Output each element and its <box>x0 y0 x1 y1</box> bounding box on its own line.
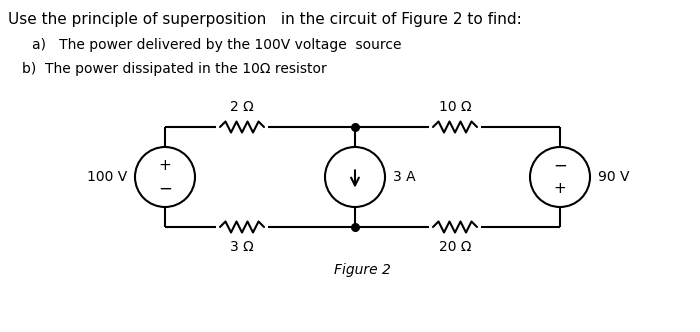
Text: 10 Ω: 10 Ω <box>439 100 471 114</box>
Text: Use the principle of superposition   in the circuit of Figure 2 to find:: Use the principle of superposition in th… <box>8 12 522 27</box>
Text: Figure 2: Figure 2 <box>334 263 391 277</box>
Text: 100 V: 100 V <box>87 170 127 184</box>
Text: 90 V: 90 V <box>598 170 629 184</box>
Text: 3 Ω: 3 Ω <box>230 240 254 254</box>
Text: −: − <box>553 157 567 175</box>
Text: b)  The power dissipated in the 10Ω resistor: b) The power dissipated in the 10Ω resis… <box>22 62 327 76</box>
Text: 20 Ω: 20 Ω <box>439 240 471 254</box>
Text: −: − <box>158 179 172 198</box>
Text: +: + <box>159 158 172 173</box>
Text: a)   The power delivered by the 100V voltage  source: a) The power delivered by the 100V volta… <box>32 38 402 52</box>
Text: 3 A: 3 A <box>393 170 416 184</box>
Text: 2 Ω: 2 Ω <box>230 100 254 114</box>
Text: +: + <box>554 181 566 196</box>
